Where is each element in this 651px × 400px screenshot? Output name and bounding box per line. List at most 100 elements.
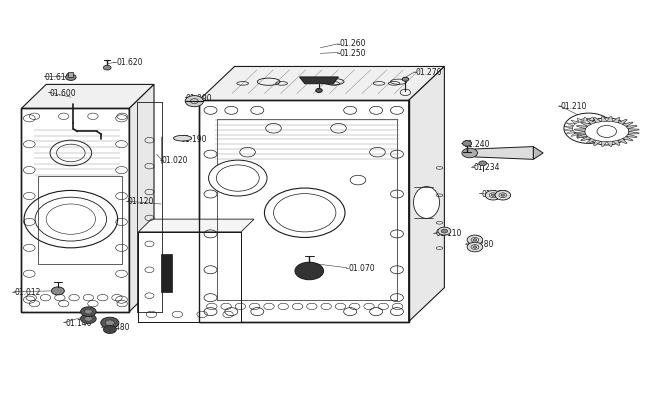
Text: 01.210: 01.210 bbox=[561, 102, 587, 111]
Circle shape bbox=[473, 246, 477, 248]
Circle shape bbox=[501, 194, 505, 196]
Circle shape bbox=[495, 190, 510, 200]
Circle shape bbox=[264, 188, 345, 238]
Text: 01.234: 01.234 bbox=[474, 163, 500, 172]
Polygon shape bbox=[583, 117, 589, 121]
Circle shape bbox=[81, 314, 96, 324]
Polygon shape bbox=[594, 118, 600, 122]
Text: 01.230: 01.230 bbox=[489, 148, 516, 158]
Circle shape bbox=[85, 309, 92, 314]
Polygon shape bbox=[602, 130, 611, 134]
Circle shape bbox=[441, 229, 448, 233]
Polygon shape bbox=[602, 123, 611, 126]
Polygon shape bbox=[594, 140, 601, 145]
Circle shape bbox=[81, 307, 96, 316]
Polygon shape bbox=[564, 128, 573, 130]
Circle shape bbox=[467, 242, 482, 252]
Circle shape bbox=[485, 190, 501, 200]
Polygon shape bbox=[601, 141, 607, 146]
Circle shape bbox=[478, 161, 486, 166]
Polygon shape bbox=[139, 232, 241, 322]
Text: 01.280: 01.280 bbox=[467, 240, 493, 249]
Polygon shape bbox=[622, 122, 633, 126]
Polygon shape bbox=[571, 120, 579, 124]
Text: 01.120: 01.120 bbox=[128, 198, 154, 206]
Polygon shape bbox=[533, 146, 543, 159]
Text: 01.110: 01.110 bbox=[436, 229, 462, 238]
Bar bbox=[68, 72, 74, 77]
Polygon shape bbox=[566, 123, 575, 126]
Text: 01.270: 01.270 bbox=[415, 68, 441, 77]
Polygon shape bbox=[613, 118, 620, 123]
Polygon shape bbox=[21, 84, 154, 108]
Circle shape bbox=[564, 113, 613, 143]
Text: 01.012: 01.012 bbox=[15, 288, 42, 297]
Polygon shape bbox=[607, 116, 613, 122]
Circle shape bbox=[24, 190, 118, 248]
Polygon shape bbox=[577, 134, 583, 138]
Bar bbox=[38, 176, 122, 264]
Circle shape bbox=[101, 317, 119, 328]
Polygon shape bbox=[583, 135, 589, 140]
Polygon shape bbox=[576, 134, 588, 138]
Polygon shape bbox=[299, 77, 339, 84]
Text: 01.154: 01.154 bbox=[481, 190, 508, 198]
Circle shape bbox=[402, 77, 409, 81]
Circle shape bbox=[104, 65, 111, 70]
Polygon shape bbox=[199, 100, 409, 322]
Polygon shape bbox=[587, 119, 596, 124]
Text: 01.250: 01.250 bbox=[340, 49, 367, 58]
Circle shape bbox=[66, 74, 76, 80]
Polygon shape bbox=[581, 136, 591, 141]
Polygon shape bbox=[139, 219, 254, 232]
Polygon shape bbox=[601, 116, 607, 122]
Circle shape bbox=[585, 118, 629, 145]
Polygon shape bbox=[577, 118, 583, 122]
Polygon shape bbox=[628, 129, 639, 132]
Circle shape bbox=[51, 287, 64, 295]
Circle shape bbox=[105, 320, 115, 326]
Polygon shape bbox=[626, 125, 637, 129]
Polygon shape bbox=[587, 139, 596, 144]
Polygon shape bbox=[475, 146, 533, 159]
Polygon shape bbox=[589, 135, 594, 140]
Circle shape bbox=[467, 235, 482, 245]
Circle shape bbox=[85, 316, 92, 321]
Polygon shape bbox=[618, 119, 627, 124]
Circle shape bbox=[462, 148, 478, 158]
Text: 01.620: 01.620 bbox=[117, 58, 143, 67]
Polygon shape bbox=[199, 66, 445, 100]
Polygon shape bbox=[613, 140, 620, 145]
Text: 01.140: 01.140 bbox=[66, 319, 92, 328]
Polygon shape bbox=[571, 133, 579, 136]
Polygon shape bbox=[594, 118, 601, 123]
Polygon shape bbox=[607, 141, 613, 146]
Text: 01.610: 01.610 bbox=[45, 73, 72, 82]
Polygon shape bbox=[576, 125, 588, 129]
Circle shape bbox=[473, 239, 477, 241]
Text: 01.240: 01.240 bbox=[464, 140, 490, 149]
Text: 01.600: 01.600 bbox=[49, 89, 76, 98]
Polygon shape bbox=[409, 66, 445, 322]
Polygon shape bbox=[604, 126, 613, 128]
Polygon shape bbox=[622, 136, 633, 141]
Polygon shape bbox=[574, 132, 585, 134]
Bar bbox=[161, 254, 172, 292]
Polygon shape bbox=[598, 133, 606, 136]
Circle shape bbox=[316, 88, 322, 92]
Circle shape bbox=[463, 141, 472, 146]
Text: 01.070: 01.070 bbox=[348, 264, 375, 273]
Polygon shape bbox=[594, 134, 600, 138]
Polygon shape bbox=[598, 120, 606, 124]
Polygon shape bbox=[589, 117, 594, 121]
Polygon shape bbox=[564, 126, 573, 128]
Polygon shape bbox=[628, 132, 639, 134]
Circle shape bbox=[104, 326, 117, 334]
Text: 01.190: 01.190 bbox=[180, 134, 207, 144]
Circle shape bbox=[185, 96, 203, 107]
Text: 01.020: 01.020 bbox=[162, 156, 188, 166]
Polygon shape bbox=[581, 122, 591, 126]
Text: 01.480: 01.480 bbox=[104, 323, 130, 332]
Ellipse shape bbox=[413, 186, 439, 218]
Circle shape bbox=[491, 194, 495, 196]
